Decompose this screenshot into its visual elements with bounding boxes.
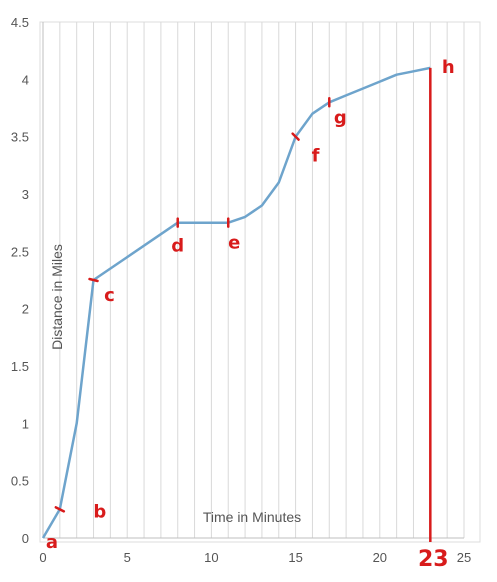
annotation-label: d bbox=[171, 236, 184, 257]
vertical-marker: 23 bbox=[418, 67, 449, 572]
y-tick-label: 4.5 bbox=[11, 15, 29, 30]
y-tick-label: 0.5 bbox=[11, 474, 29, 489]
y-tick-label: 2 bbox=[22, 302, 29, 317]
x-tick-label: 10 bbox=[204, 550, 218, 565]
axes bbox=[42, 22, 464, 539]
series bbox=[41, 66, 431, 539]
annotation-tick bbox=[291, 132, 300, 141]
series-line bbox=[41, 66, 431, 539]
annotation-label: h bbox=[442, 57, 455, 78]
annotation-tick bbox=[88, 277, 99, 283]
y-tick-label: 3 bbox=[22, 187, 29, 202]
annotation-label: f bbox=[312, 146, 320, 167]
y-tick-label: 1.5 bbox=[11, 359, 29, 374]
x-tick-label: 0 bbox=[39, 550, 46, 565]
y-tick-label: 2.5 bbox=[11, 244, 29, 259]
vertical-marker-label: 23 bbox=[418, 547, 449, 572]
annotation-label: a bbox=[46, 532, 58, 553]
y-axis-title: Distance in Miles bbox=[49, 244, 65, 350]
y-tick-label: 1 bbox=[22, 416, 29, 431]
y-tick-label: 4 bbox=[22, 72, 29, 87]
plot-frame bbox=[39, 21, 481, 543]
y-tick-label: 3.5 bbox=[11, 130, 29, 145]
annotation-label: c bbox=[104, 285, 115, 306]
x-tick-label: 5 bbox=[124, 550, 131, 565]
grid-lines bbox=[59, 22, 465, 538]
x-tick-labels: 0 5 10 15 20 25 bbox=[39, 550, 471, 565]
x-tick-label: 20 bbox=[373, 550, 387, 565]
y-tick-labels: 0 0.5 1 1.5 2 2.5 3 3.5 4 4.5 bbox=[11, 15, 29, 546]
point-annotations: a b c d e fg h bbox=[46, 57, 455, 553]
x-tick-label: 15 bbox=[288, 550, 302, 565]
x-axis-title: Time in Minutes bbox=[203, 509, 301, 525]
annotation-label: e bbox=[228, 233, 240, 254]
annotation-tick bbox=[54, 506, 66, 513]
x-tick-label: 25 bbox=[457, 550, 471, 565]
y-tick-label: 0 bbox=[22, 531, 29, 546]
annotation-label: g bbox=[334, 107, 347, 128]
annotation-label: b bbox=[93, 501, 106, 522]
